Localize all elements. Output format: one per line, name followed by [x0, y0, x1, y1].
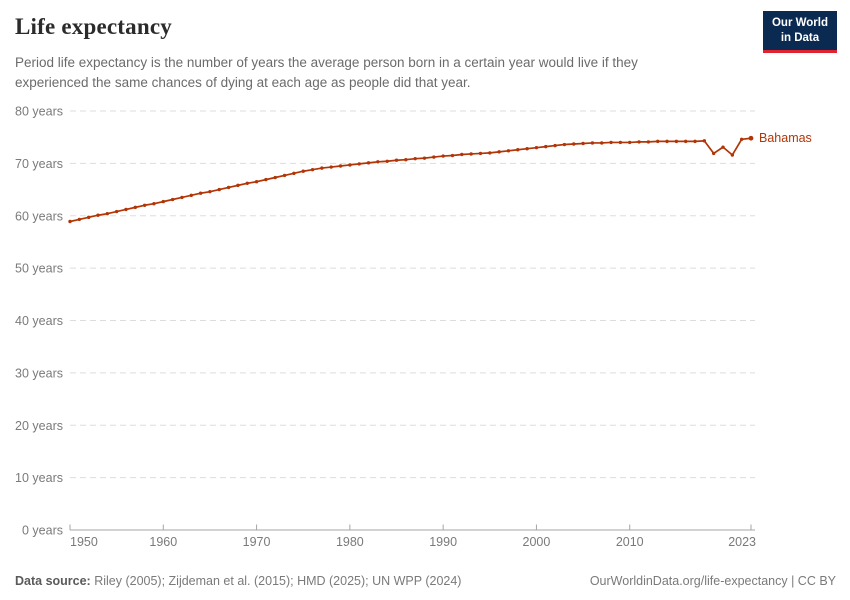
- svg-text:2010: 2010: [616, 535, 644, 549]
- svg-text:1960: 1960: [149, 535, 177, 549]
- svg-text:1950: 1950: [70, 535, 98, 549]
- svg-text:1980: 1980: [336, 535, 364, 549]
- svg-text:2023: 2023: [728, 535, 756, 549]
- chart-footer: Data source: Riley (2005); Zijdeman et a…: [15, 574, 836, 588]
- svg-text:50 years: 50 years: [15, 262, 63, 276]
- svg-text:1970: 1970: [243, 535, 271, 549]
- svg-text:40 years: 40 years: [15, 314, 63, 328]
- data-source-text: Data source: Riley (2005); Zijdeman et a…: [15, 574, 461, 588]
- svg-text:60 years: 60 years: [15, 209, 63, 223]
- svg-text:2000: 2000: [523, 535, 551, 549]
- svg-text:10 years: 10 years: [15, 471, 63, 485]
- data-source-label: Data source:: [15, 574, 91, 588]
- owid-logo-line1: Our World: [771, 17, 828, 29]
- page-title: Life expectancy: [15, 14, 172, 39]
- attribution-text: OurWorldinData.org/life-expectancy | CC …: [589, 574, 836, 588]
- owid-logo[interactable]: Our World in Data: [762, 11, 837, 53]
- svg-text:70 years: 70 years: [15, 157, 63, 171]
- svg-text:80 years: 80 years: [15, 105, 63, 119]
- svg-text:1990: 1990: [429, 535, 457, 549]
- data-source-value: Riley (2005); Zijdeman et al. (2015); HM…: [90, 574, 462, 588]
- svg-text:Bahamas: Bahamas: [759, 131, 812, 145]
- svg-text:30 years: 30 years: [15, 366, 63, 380]
- owid-logo-line2: in Data: [780, 31, 820, 44]
- chart-subtitle: Period life expectancy is the number of …: [15, 55, 638, 90]
- svg-text:20 years: 20 years: [15, 419, 63, 433]
- svg-text:0 years: 0 years: [22, 524, 63, 538]
